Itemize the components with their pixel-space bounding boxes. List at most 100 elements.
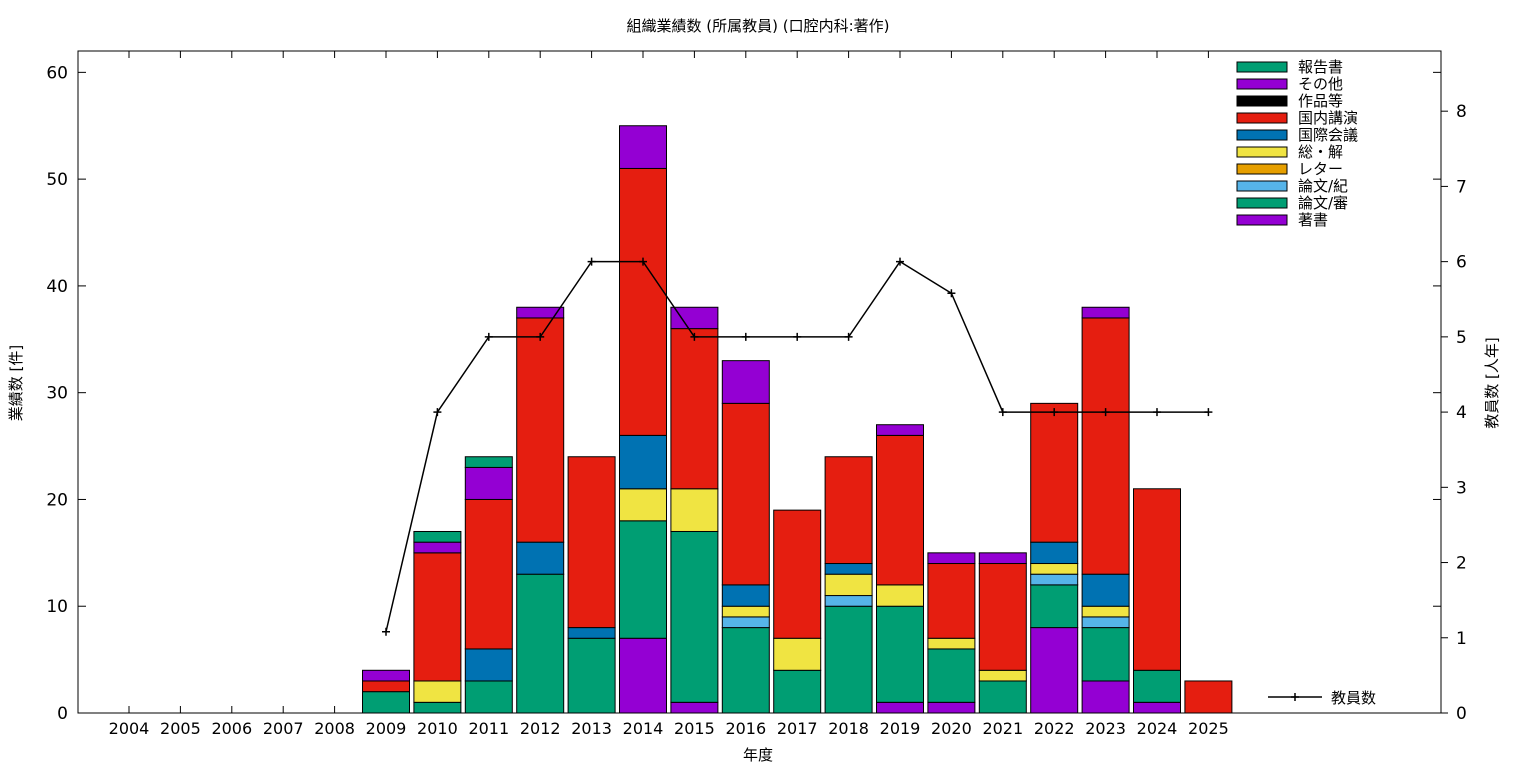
y-tick-label: 0 — [57, 704, 68, 724]
bar-segment — [721, 616, 770, 629]
bar-segment — [362, 680, 410, 693]
x-axis-label: 年度 — [743, 746, 773, 764]
y2-tick-label: 2 — [1456, 554, 1467, 574]
y2-axis-label: 教員数 [人年] — [1483, 337, 1501, 428]
legend-label: 総・解 — [1298, 143, 1343, 161]
bar-segment — [1081, 317, 1130, 575]
bar-segment — [721, 584, 770, 607]
x-tick-label: 2008 — [314, 719, 355, 738]
bar-segment — [567, 637, 616, 714]
x-tick-label: 2010 — [417, 719, 458, 738]
bar-segment — [1030, 627, 1079, 714]
bar-segment — [619, 167, 667, 436]
x-tick-label: 2022 — [1034, 719, 1075, 738]
legend-label: 論文/紀 — [1298, 177, 1348, 195]
legend-swatch — [1236, 163, 1288, 175]
y-tick-label: 10 — [46, 597, 68, 617]
bar-segment — [670, 701, 719, 714]
bar-segment — [1030, 563, 1079, 575]
bar-segment — [876, 424, 924, 436]
bar-segment — [516, 541, 565, 575]
bar-segment — [824, 456, 873, 565]
x-tick-label: 2017 — [777, 719, 818, 738]
x-tick-label: 2013 — [571, 719, 612, 738]
x-tick-label: 2006 — [211, 719, 252, 738]
legend-label: 報告書 — [1298, 58, 1343, 76]
y2-tick-label: 1 — [1456, 629, 1467, 649]
bar-segment — [1030, 541, 1079, 565]
x-tick-label: 2025 — [1188, 719, 1229, 738]
bar-segment — [362, 691, 410, 714]
x-tick-label: 2004 — [109, 719, 150, 738]
bar-segment — [824, 595, 873, 607]
x-tick-label: 2012 — [520, 719, 561, 738]
legend-swatch — [1236, 197, 1288, 209]
bar-segment — [619, 434, 667, 490]
bar-segment — [824, 563, 873, 575]
bar-segment — [876, 605, 924, 703]
bar-segment — [619, 488, 667, 522]
bar-segment — [413, 701, 462, 714]
bar-segment — [927, 701, 976, 714]
legend-swatch — [1236, 112, 1288, 124]
x-tick-label: 2005 — [160, 719, 201, 738]
legend-label: 国内講演 — [1298, 109, 1358, 127]
bar-segment — [1081, 616, 1130, 629]
legend-label: 作品等 — [1298, 92, 1343, 110]
bar-segment — [567, 627, 616, 639]
bar-segment — [413, 680, 462, 703]
bar-segment — [773, 669, 822, 714]
bar-segment — [1133, 669, 1181, 703]
bar-segment — [464, 498, 513, 650]
bar-segment — [1081, 627, 1130, 682]
bar-segment — [464, 466, 513, 500]
legend-label: 著書 — [1298, 211, 1328, 229]
x-tick-label: 2015 — [674, 719, 715, 738]
x-tick-label: 2023 — [1085, 719, 1126, 738]
bar-segment — [773, 509, 822, 639]
bar-segment — [464, 680, 513, 714]
x-tick-label: 2009 — [366, 719, 407, 738]
legend-swatch — [1236, 146, 1288, 158]
legend-swatch — [1236, 214, 1288, 226]
bar-segment — [1030, 402, 1079, 543]
bar-segment — [1184, 680, 1233, 714]
y2-tick-label: 0 — [1456, 704, 1467, 724]
bar-segment — [721, 605, 770, 618]
bar-segment — [516, 306, 565, 319]
legend-label: その他 — [1298, 75, 1343, 93]
legend-swatch — [1236, 129, 1288, 141]
legend-swatch — [1236, 180, 1288, 192]
bar-segment — [619, 637, 667, 714]
bar-segment — [721, 627, 770, 714]
x-tick-label: 2018 — [828, 719, 869, 738]
y2-tick-label: 4 — [1456, 403, 1467, 423]
bar-segment — [1081, 680, 1130, 714]
legend-swatch — [1236, 61, 1288, 73]
bar-segment — [670, 328, 719, 490]
y-tick-label: 60 — [46, 63, 68, 83]
y2-tick-label: 7 — [1456, 177, 1467, 197]
x-tick-label: 2019 — [880, 719, 921, 738]
y2-tick-label: 6 — [1456, 253, 1467, 273]
legend-label: 論文/審 — [1298, 194, 1348, 212]
bar-segment — [927, 637, 976, 650]
bar-segment — [978, 680, 1027, 714]
y-tick-label: 40 — [46, 277, 68, 297]
bar-segment — [876, 701, 924, 714]
bar-segment — [516, 573, 565, 714]
bar-segment — [413, 552, 462, 682]
bar-segment — [413, 541, 462, 554]
bar-segment — [464, 456, 513, 468]
bar-segment — [1081, 573, 1130, 607]
x-tick-label: 2021 — [982, 719, 1023, 738]
bar-segment — [927, 552, 976, 565]
legend-label: 国際会議 — [1298, 126, 1358, 144]
x-tick-label: 2024 — [1137, 719, 1178, 738]
bar-segment — [978, 563, 1027, 671]
bar-segment — [721, 402, 770, 586]
chart-title: 組織業績数 (所属教員) (口腔内科:著作) — [627, 17, 890, 35]
bar-segment — [978, 669, 1027, 682]
bar-segment — [567, 456, 616, 629]
y-tick-label: 30 — [46, 384, 68, 404]
